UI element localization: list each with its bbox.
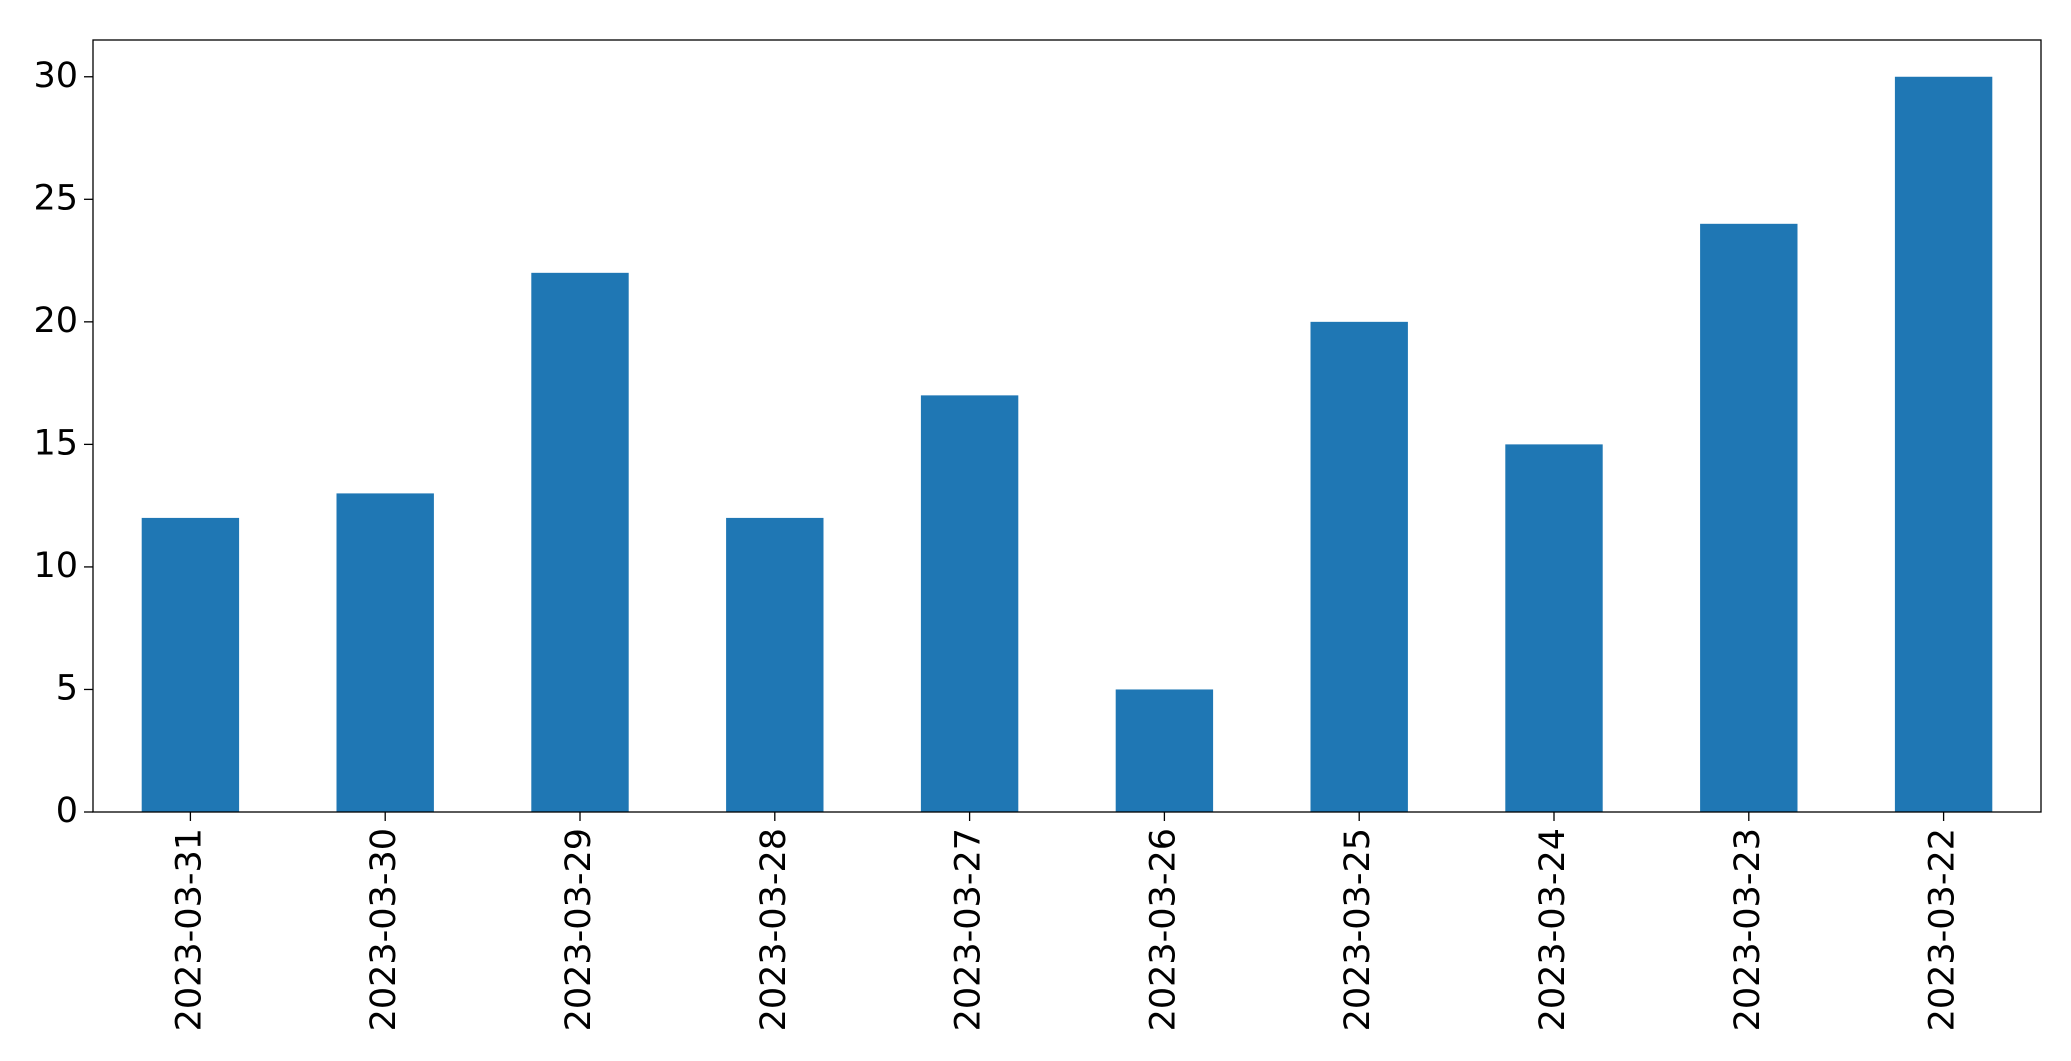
x-tick-label: 2023-03-31	[169, 828, 209, 1031]
y-tick-label: 0	[56, 791, 78, 831]
x-tick-label: 2023-03-27	[949, 828, 989, 1031]
bar	[1115, 689, 1214, 812]
x-tick-label: 2023-03-28	[754, 828, 794, 1031]
x-tick-label: 2023-03-26	[1143, 828, 1183, 1031]
y-tick-label: 10	[33, 546, 78, 586]
x-tick-label: 2023-03-23	[1728, 828, 1768, 1031]
y-tick-label: 25	[33, 178, 78, 218]
y-tick-label: 20	[33, 301, 78, 341]
bar	[1700, 223, 1798, 813]
bar	[726, 517, 824, 812]
y-tick-label: 15	[33, 423, 78, 463]
bar	[920, 395, 1019, 812]
y-tick-label: 5	[56, 668, 78, 708]
x-tick-label: 2023-03-30	[364, 828, 404, 1031]
bar	[141, 517, 240, 812]
x-tick-label: 2023-03-25	[1338, 828, 1378, 1031]
bar	[1310, 321, 1408, 812]
bar	[1505, 444, 1603, 812]
x-tick-label: 2023-03-24	[1533, 828, 1573, 1031]
bar	[531, 272, 629, 812]
x-tick-label: 2023-03-22	[1923, 828, 1963, 1031]
bar	[1894, 76, 1993, 812]
y-tick-label: 30	[33, 56, 78, 96]
plot-frame	[92, 39, 2042, 813]
bar	[336, 493, 434, 812]
x-tick-label: 2023-03-29	[559, 828, 599, 1031]
